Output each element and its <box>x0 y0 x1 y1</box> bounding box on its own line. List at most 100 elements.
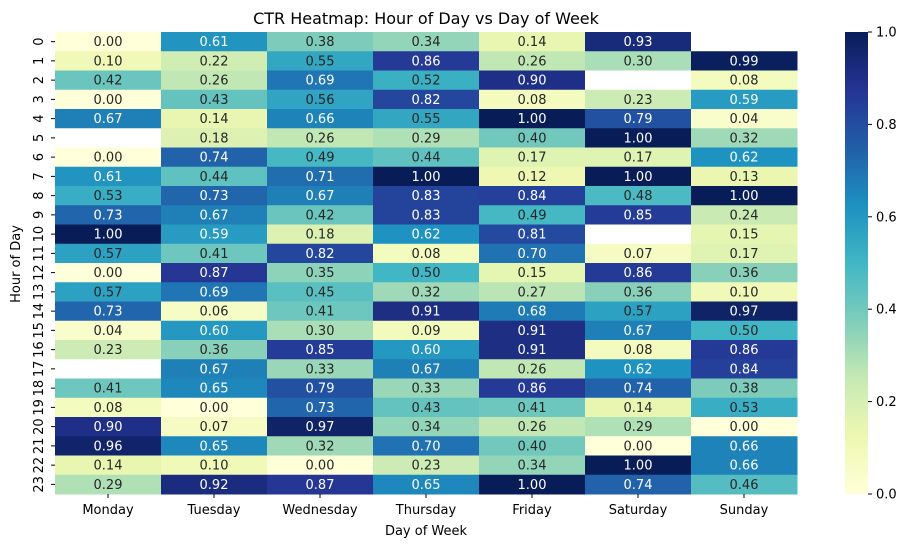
heatmap-cell <box>267 455 374 476</box>
heatmap-cell <box>373 320 480 341</box>
heatmap-cell-value: 0.00 <box>730 420 759 435</box>
y-tick-label: 14 <box>32 303 47 320</box>
y-tick-label: 11 <box>32 245 47 262</box>
heatmap-cell <box>585 455 692 476</box>
heatmap-cell <box>691 89 798 110</box>
heatmap-cell-value: 0.57 <box>624 305 653 320</box>
colorbar-tick-label: 0.8 <box>876 118 897 133</box>
x-tick-label: Sunday <box>720 503 769 518</box>
y-tick-label: 5 <box>32 134 47 142</box>
heatmap-cell <box>373 455 480 476</box>
heatmap-cell <box>55 147 162 168</box>
heatmap-cell-value: 0.40 <box>518 439 547 454</box>
heatmap-cell-value: 0.00 <box>306 459 335 474</box>
heatmap-cell-value: 0.81 <box>518 228 547 243</box>
heatmap-cell-value: 1.00 <box>624 170 653 185</box>
heatmap-cell <box>479 320 586 341</box>
heatmap-cell-value: 0.67 <box>306 189 335 204</box>
heatmap-cell <box>691 301 798 322</box>
heatmap-cell-value: 0.70 <box>518 247 547 262</box>
heatmap-cell-value: 0.41 <box>200 247 229 262</box>
heatmap-cell-value: 0.65 <box>200 439 229 454</box>
heatmap-cell <box>691 282 798 302</box>
heatmap-cell <box>691 243 798 264</box>
heatmap-cell <box>585 243 692 264</box>
heatmap-cell <box>691 224 798 245</box>
heatmap-cell-value: 0.60 <box>412 343 441 358</box>
heatmap-cell <box>161 70 268 91</box>
heatmap-cell <box>267 436 374 456</box>
heatmap-cell-value: 0.53 <box>730 401 759 416</box>
heatmap-cell <box>373 186 480 206</box>
heatmap-cell <box>161 147 268 168</box>
heatmap-cell <box>585 340 692 360</box>
heatmap-cell <box>373 70 480 91</box>
heatmap-cell <box>373 205 480 225</box>
heatmap-cell-value: 0.08 <box>624 343 653 358</box>
heatmap-cell <box>161 417 268 437</box>
heatmap-cell <box>479 378 586 399</box>
heatmap-cell-value: 0.00 <box>94 93 123 108</box>
heatmap-cell-value: 0.26 <box>200 74 229 89</box>
heatmap-cell <box>267 205 374 225</box>
heatmap-cell-value: 0.26 <box>518 420 547 435</box>
colorbar: 0.0 0.2 0.4 0.6 0.8 1.0 <box>845 26 897 503</box>
heatmap-cell-value: 0.04 <box>94 324 123 339</box>
heatmap-cell <box>691 205 798 225</box>
heatmap-cell <box>373 301 480 322</box>
heatmap-cell <box>267 70 374 91</box>
heatmap-cell <box>267 166 374 187</box>
colorbar-gradient <box>845 32 868 494</box>
heatmap-cell <box>479 32 586 52</box>
heatmap-cell-value: 0.00 <box>200 401 229 416</box>
heatmap-cell <box>691 128 798 148</box>
y-tick-label: 9 <box>32 211 47 219</box>
heatmap-cell <box>55 359 162 379</box>
heatmap-cell <box>373 224 480 245</box>
heatmap-cell <box>267 109 374 129</box>
heatmap-cell-value: 0.26 <box>518 362 547 377</box>
heatmap-cell <box>55 417 162 437</box>
heatmap-cell-value: 0.10 <box>200 459 229 474</box>
heatmap-cell-value: 0.73 <box>94 208 123 223</box>
heatmap-cell <box>267 147 374 168</box>
heatmap-cell-value: 0.23 <box>94 343 123 358</box>
heatmap-cell-value: 1.00 <box>730 189 759 204</box>
heatmap-cell <box>373 51 480 71</box>
heatmap-cell <box>691 51 798 71</box>
heatmap-cell <box>161 109 268 129</box>
heatmap-cell <box>267 301 374 322</box>
heatmap-cell-value: 0.73 <box>306 401 335 416</box>
heatmap-cell <box>691 320 798 341</box>
heatmap-cell-value: 0.32 <box>306 439 335 454</box>
heatmap-cell <box>55 243 162 264</box>
heatmap-cell-value: 0.07 <box>200 420 229 435</box>
heatmap-cell <box>691 109 798 129</box>
heatmap-cell-value: 0.41 <box>518 401 547 416</box>
heatmap-cell-value: 0.79 <box>624 112 653 127</box>
heatmap-cell-value: 0.04 <box>730 112 759 127</box>
heatmap-cell-value: 0.15 <box>730 228 759 243</box>
heatmap-cell-value: 0.97 <box>730 305 759 320</box>
heatmap-cell <box>267 128 374 148</box>
heatmap-cell <box>373 243 480 264</box>
heatmap-cell-value: 0.09 <box>412 324 441 339</box>
y-tick-label: 15 <box>32 322 47 339</box>
heatmap-cell-value: 0.85 <box>624 208 653 223</box>
y-tick-label: 22 <box>32 457 47 474</box>
heatmap-cell <box>585 166 692 187</box>
heatmap-cell-value: 0.34 <box>412 35 441 50</box>
heatmap-cell-value: 0.29 <box>624 420 653 435</box>
heatmap-cell-value: 0.73 <box>200 189 229 204</box>
heatmap-cell <box>161 205 268 225</box>
heatmap-cell-value: 0.69 <box>306 74 335 89</box>
heatmap-cell-value: 0.53 <box>94 189 123 204</box>
heatmap-cell <box>373 397 480 418</box>
heatmap-cell <box>479 128 586 148</box>
heatmap-cell <box>373 147 480 168</box>
heatmap-cell-value: 0.67 <box>200 362 229 377</box>
heatmap-cell <box>585 320 692 341</box>
heatmap-cell <box>691 397 798 418</box>
heatmap-cell-value: 0.90 <box>518 74 547 89</box>
heatmap-cell <box>161 51 268 71</box>
